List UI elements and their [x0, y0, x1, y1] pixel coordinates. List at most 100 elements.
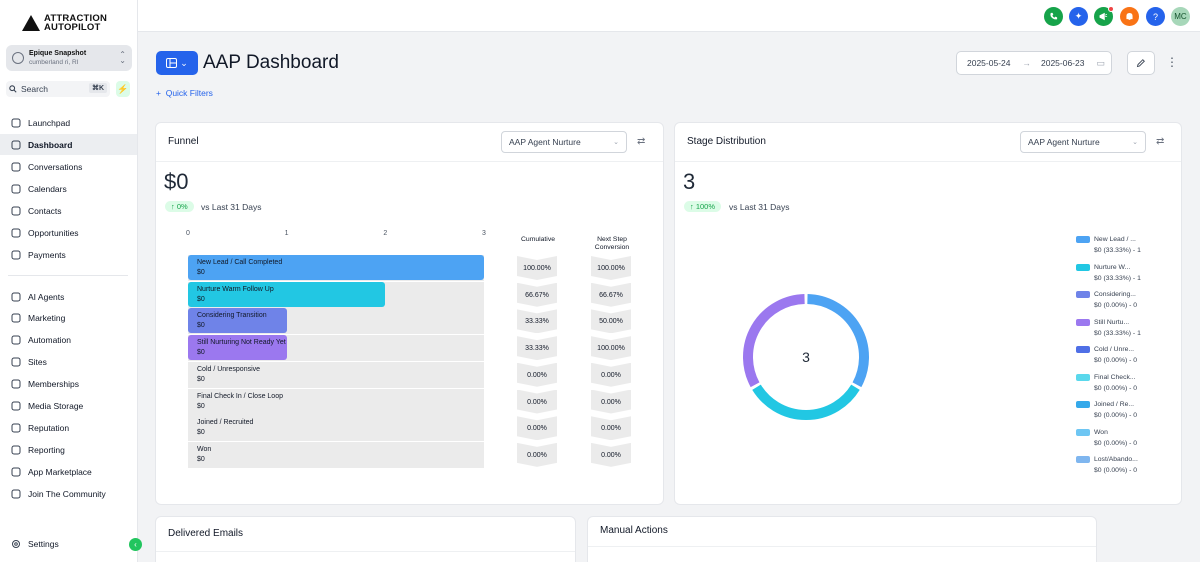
funnel-total-value: $0: [164, 169, 189, 194]
sidebar-item-label: Calendars: [28, 183, 67, 194]
sidebar-item-media-storage[interactable]: Media Storage: [0, 396, 137, 417]
legend-item[interactable]: Considering... $0 (0.00%) - 0: [1076, 289, 1137, 311]
arrow-right-icon: →: [1022, 58, 1031, 68]
nav-divider: [8, 275, 128, 276]
help-button[interactable]: ?: [1146, 7, 1165, 26]
sidebar-item-reputation[interactable]: Reputation: [0, 417, 137, 438]
sidebar-item-reporting[interactable]: Reporting: [0, 439, 137, 460]
legend-detail: $0 (33.33%) - 1: [1094, 274, 1141, 282]
funnel-pipeline-select[interactable]: AAP Agent Nurture ⌄: [501, 131, 627, 153]
sidebar-item-calendars[interactable]: Calendars: [0, 178, 137, 199]
funnel-stage-label: Joined / Recruited $0: [197, 418, 253, 438]
legend-name: Won: [1094, 428, 1108, 436]
dashboard-switcher-button[interactable]: ⌄: [156, 51, 198, 75]
date-range-picker[interactable]: 2025-05-24 → 2025-06-23 ▭: [956, 51, 1112, 75]
swap-icon[interactable]: ⇄: [1156, 136, 1165, 147]
community-icon: [11, 489, 21, 499]
plus-icon: +: [156, 88, 161, 98]
calendar-icon: ▭: [1096, 57, 1105, 68]
pencil-icon: [1136, 59, 1145, 68]
donut-slice[interactable]: [743, 294, 805, 388]
notifications-button[interactable]: [1120, 7, 1139, 26]
sidebar-item-payments[interactable]: Payments: [0, 244, 137, 265]
sidebar-item-label: Media Storage: [28, 401, 84, 411]
legend-item[interactable]: Lost/Abando... $0 (0.00%) - 0: [1076, 454, 1138, 476]
legend-item[interactable]: New Lead / ... $0 (33.33%) - 1: [1076, 234, 1141, 256]
rocket-icon: [11, 118, 21, 127]
memberships-icon: [11, 379, 21, 389]
stage-change-badge: ↑ 100%: [684, 201, 722, 212]
legend-swatch: [1076, 291, 1090, 298]
stage-pipeline-select[interactable]: AAP Agent Nurture ⌄: [1020, 131, 1146, 153]
sidebar-item-launchpad[interactable]: Launchpad: [0, 112, 137, 133]
quick-action-button[interactable]: ⚡: [116, 81, 130, 97]
sidebar-item-marketing[interactable]: Marketing: [0, 308, 137, 329]
brand-logo[interactable]: ATTRACTION AUTOPILOT: [22, 12, 118, 34]
announcements-button[interactable]: [1094, 6, 1114, 26]
sidebar-item-dashboard[interactable]: Dashboard: [0, 134, 137, 155]
stage-change-value: 100%: [695, 202, 716, 211]
funnel-bar[interactable]: [188, 335, 287, 361]
funnel-row: [188, 388, 484, 415]
legend-item[interactable]: Joined / Re... $0 (0.00%) - 0: [1076, 399, 1137, 421]
funnel-stage-name: Joined / Recruited: [197, 419, 254, 427]
sidebar-item-join-the-community[interactable]: Join The Community: [0, 483, 137, 504]
stage-distribution-card: Stage Distribution AAP Agent Nurture ⌄ ⇄…: [674, 122, 1182, 505]
magic-wand-icon: ✦: [1074, 11, 1083, 21]
legend-swatch: [1076, 401, 1090, 408]
sidebar-item-app-marketplace[interactable]: App Marketplace: [0, 461, 137, 482]
legend-name: Nurture W...: [1094, 263, 1131, 271]
search-button[interactable]: Search ⌘K: [6, 81, 110, 97]
send-icon: [11, 313, 21, 323]
sidebar-item-label: Settings: [28, 538, 59, 549]
sparkle-icon: [11, 292, 21, 301]
funnel-bar[interactable]: [188, 255, 484, 280]
donut-slice[interactable]: [807, 294, 869, 388]
legend-item[interactable]: Won $0 (0.00%) - 0: [1076, 427, 1137, 449]
magic-button[interactable]: ✦: [1069, 7, 1088, 26]
cumulative-cell: 0.00%: [517, 363, 557, 387]
cumulative-cell: 0.00%: [517, 416, 557, 440]
sidebar-item-opportunities[interactable]: Opportunities: [0, 222, 137, 243]
account-switcher[interactable]: Epique Snapshot cumberland ri, RI ⌃ ⌄: [6, 45, 132, 71]
legend-item[interactable]: Cold / Unre... $0 (0.00%) - 0: [1076, 344, 1137, 366]
apps-icon: [11, 467, 21, 477]
sidebar-item-automation[interactable]: Automation: [0, 330, 137, 351]
next-step-cell: 66.67%: [591, 283, 631, 307]
sidebar-item-contacts[interactable]: Contacts: [0, 200, 137, 221]
legend-swatch: [1076, 373, 1090, 381]
funnel-bar[interactable]: [188, 308, 287, 334]
sidebar-item-label: Reporting: [28, 444, 65, 455]
swap-icon[interactable]: ⇄: [637, 136, 646, 147]
sidebar-item-memberships[interactable]: Memberships: [0, 374, 137, 395]
legend-item[interactable]: Nurture W... $0 (33.33%) - 1: [1076, 262, 1141, 284]
legend-name: Still Nurtu...: [1094, 318, 1130, 326]
search-label: Search: [21, 84, 48, 94]
sidebar-item-settings[interactable]: Settings: [0, 533, 137, 554]
bell-icon: [1126, 12, 1133, 20]
card-divider: [156, 161, 663, 162]
collapse-sidebar-button[interactable]: ‹: [129, 538, 142, 551]
calendar-icon: [11, 184, 21, 193]
sidebar-item-conversations[interactable]: Conversations: [0, 156, 137, 177]
payments-icon: [11, 250, 21, 259]
sidebar-item-ai-agents[interactable]: AI Agents: [0, 286, 137, 307]
edit-dashboard-button[interactable]: [1127, 51, 1155, 75]
legend-name: Considering...: [1094, 291, 1136, 298]
legend-item[interactable]: Still Nurtu... $0 (33.33%) - 1: [1076, 317, 1141, 339]
avatar[interactable]: MC: [1171, 7, 1190, 26]
funnel-title: Funnel: [168, 136, 199, 147]
legend-item[interactable]: Final Check... $0 (0.00%) - 0: [1076, 372, 1137, 394]
trend-icon: [11, 445, 21, 455]
funnel-bar[interactable]: [188, 281, 386, 307]
quick-filters-button[interactable]: + Quick Filters: [156, 88, 213, 98]
legend-detail: $0 (0.00%) - 0: [1094, 302, 1138, 309]
more-options-icon[interactable]: ⋮: [1166, 55, 1178, 69]
sidebar-item-label: Contacts: [28, 205, 62, 216]
legend-name: New Lead / ...: [1094, 236, 1136, 243]
phone-button[interactable]: [1044, 7, 1063, 26]
help-icon: ?: [1152, 11, 1158, 22]
grid-icon: [11, 140, 21, 149]
donut-slice[interactable]: [752, 384, 860, 420]
sidebar-item-sites[interactable]: Sites: [0, 352, 137, 373]
